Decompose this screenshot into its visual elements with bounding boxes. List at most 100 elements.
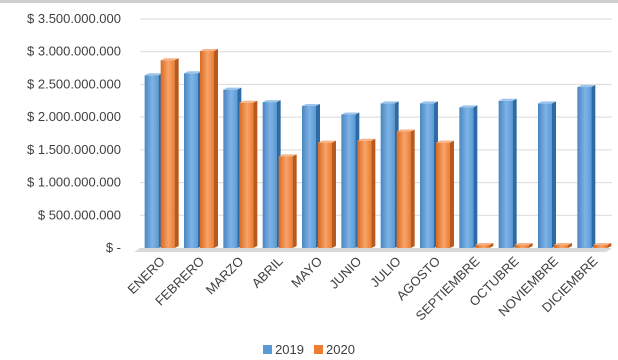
- bar-face: [514, 245, 529, 248]
- bar-face: [278, 156, 293, 248]
- bar-top: [436, 140, 454, 143]
- y-tick-label: $ 3.000.000.000: [27, 44, 121, 59]
- bar-2019-julio: [380, 101, 399, 248]
- legend: 2019 2020: [0, 340, 618, 358]
- bar-top: [341, 112, 360, 115]
- x-tick-label: JULIO: [367, 254, 404, 291]
- bar-top: [577, 85, 596, 88]
- bar-face: [160, 60, 175, 248]
- bar-top: [554, 243, 572, 245]
- bar-2020-abril: [278, 154, 297, 248]
- bar-2020-julio: [396, 129, 415, 248]
- y-tick-label: $ -: [106, 240, 121, 255]
- bar-2020-enero: [160, 58, 179, 248]
- legend-swatch-2020: [314, 344, 323, 354]
- bar-top: [278, 154, 297, 157]
- bar-top: [514, 243, 533, 245]
- bar-face: [436, 142, 450, 248]
- legend-item-2020: 2020: [314, 342, 355, 357]
- bar-side: [473, 105, 478, 248]
- bar-face: [184, 73, 198, 248]
- bar-face: [200, 51, 214, 249]
- bar-top: [144, 73, 163, 76]
- bar-2019-febrero: [184, 71, 202, 248]
- bar-top: [498, 98, 517, 101]
- bar-2020-junio: [357, 138, 376, 248]
- top-border: [0, 0, 618, 3]
- bar-top: [184, 71, 202, 74]
- bar-face: [380, 103, 395, 248]
- bar-2019-mayo: [302, 104, 320, 249]
- bar-side: [253, 100, 258, 249]
- bar-face: [538, 103, 552, 248]
- x-tick-label: MARZO: [203, 254, 247, 298]
- bar-top: [380, 101, 399, 104]
- bar-top: [420, 101, 438, 104]
- bar-2020-mayo: [318, 140, 336, 248]
- bar-chart: $ - $ 500.000.000 $ 1.000.000.000 $ 1.500.0…: [27, 11, 612, 323]
- bar-2019-octubre: [498, 98, 517, 249]
- bar-face: [318, 142, 332, 248]
- bar-2019-enero: [144, 73, 163, 248]
- bar-2019-agosto: [420, 101, 438, 248]
- bar-side: [371, 138, 376, 248]
- bar-face: [475, 245, 490, 248]
- bar-top: [593, 243, 612, 245]
- bar-face: [577, 87, 592, 248]
- bar-side: [591, 85, 596, 248]
- bar-side: [489, 243, 494, 248]
- bar-2020-septiembre: [475, 243, 494, 248]
- bar-top: [200, 49, 218, 52]
- legend-label-2020: 2020: [326, 341, 355, 357]
- bar-face: [420, 103, 434, 248]
- bar-top: [160, 58, 179, 61]
- legend-item-2019: 2019: [263, 342, 304, 357]
- y-tick-label: $ 3.500.000.000: [27, 11, 121, 26]
- bar-side: [214, 49, 218, 249]
- bar-top: [223, 87, 242, 90]
- x-tick-label: ABRIL: [249, 254, 286, 291]
- bar-face: [498, 100, 513, 249]
- bar-face: [223, 89, 238, 248]
- y-tick-label: $ 500.000.000: [38, 207, 121, 222]
- bar-face: [144, 75, 159, 248]
- bar-face: [357, 140, 372, 248]
- bar-side: [410, 129, 415, 248]
- bar-side: [292, 154, 297, 248]
- legend-label-2019: 2019: [275, 341, 304, 357]
- bar-2020-noviembre: [554, 243, 572, 248]
- bar-top: [239, 100, 258, 103]
- bar-side: [512, 98, 517, 249]
- bar-top: [262, 100, 281, 103]
- bar-2019-junio: [341, 112, 360, 248]
- bar-top: [538, 101, 556, 104]
- bar-face: [554, 245, 568, 248]
- gridlines: [140, 18, 612, 216]
- bar-side: [568, 243, 572, 248]
- y-tick-label: $ 1.000.000.000: [27, 175, 121, 190]
- bars: [144, 49, 612, 249]
- bar-top: [396, 129, 415, 132]
- legend-swatch-2019: [263, 344, 273, 354]
- bar-face: [302, 106, 316, 249]
- y-tick-label: $ 2.000.000.000: [27, 109, 121, 124]
- bar-2020-agosto: [436, 140, 454, 248]
- bar-2019-septiembre: [459, 105, 478, 248]
- bar-side: [528, 243, 533, 248]
- bar-2019-noviembre: [538, 101, 556, 248]
- bar-face: [341, 114, 356, 248]
- bar-side: [607, 243, 612, 248]
- y-tick-label: $ 2.500.000.000: [27, 76, 121, 91]
- bar-2020-diciembre: [593, 243, 612, 248]
- bar-face: [459, 107, 474, 248]
- bar-top: [475, 243, 494, 245]
- bar-face: [593, 245, 608, 248]
- bar-face: [262, 102, 277, 248]
- bar-2019-diciembre: [577, 85, 596, 248]
- bar-top: [302, 104, 320, 107]
- bar-2020-marzo: [239, 100, 258, 249]
- bar-2020-octubre: [514, 243, 533, 248]
- y-tick-label: $ 1.500.000.000: [27, 142, 121, 157]
- bar-2019-abril: [262, 100, 281, 248]
